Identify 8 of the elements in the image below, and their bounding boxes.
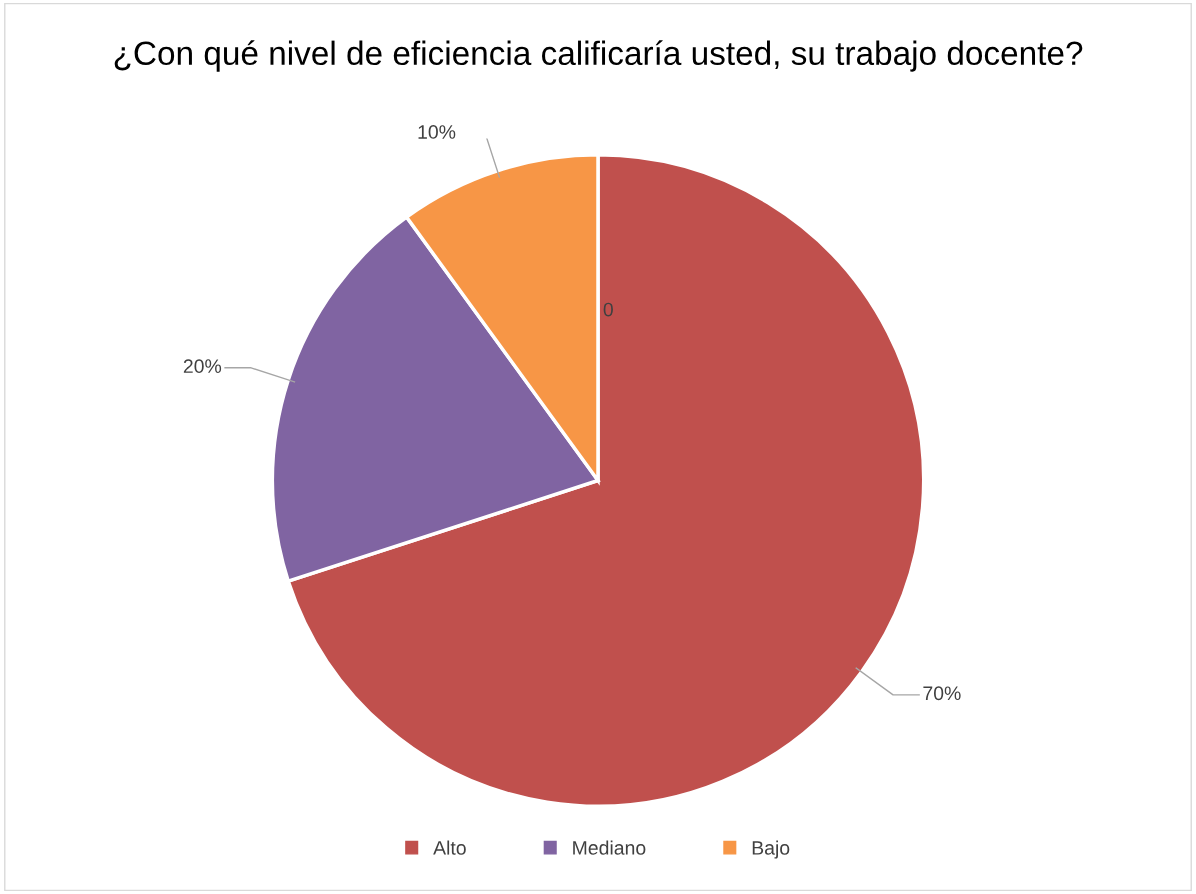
legend-label: Alto xyxy=(433,840,466,855)
legend-label: Mediano xyxy=(573,840,646,855)
data-label: 70% xyxy=(923,686,961,701)
chart-title: ¿Con qué nivel de eficiencia calificaría usted, su trabajo docente? xyxy=(114,40,1083,72)
data-label: 20% xyxy=(183,359,222,374)
data-label: 10% xyxy=(418,125,456,139)
legend-label: Bajo xyxy=(752,840,790,859)
text: 0 xyxy=(603,302,613,317)
